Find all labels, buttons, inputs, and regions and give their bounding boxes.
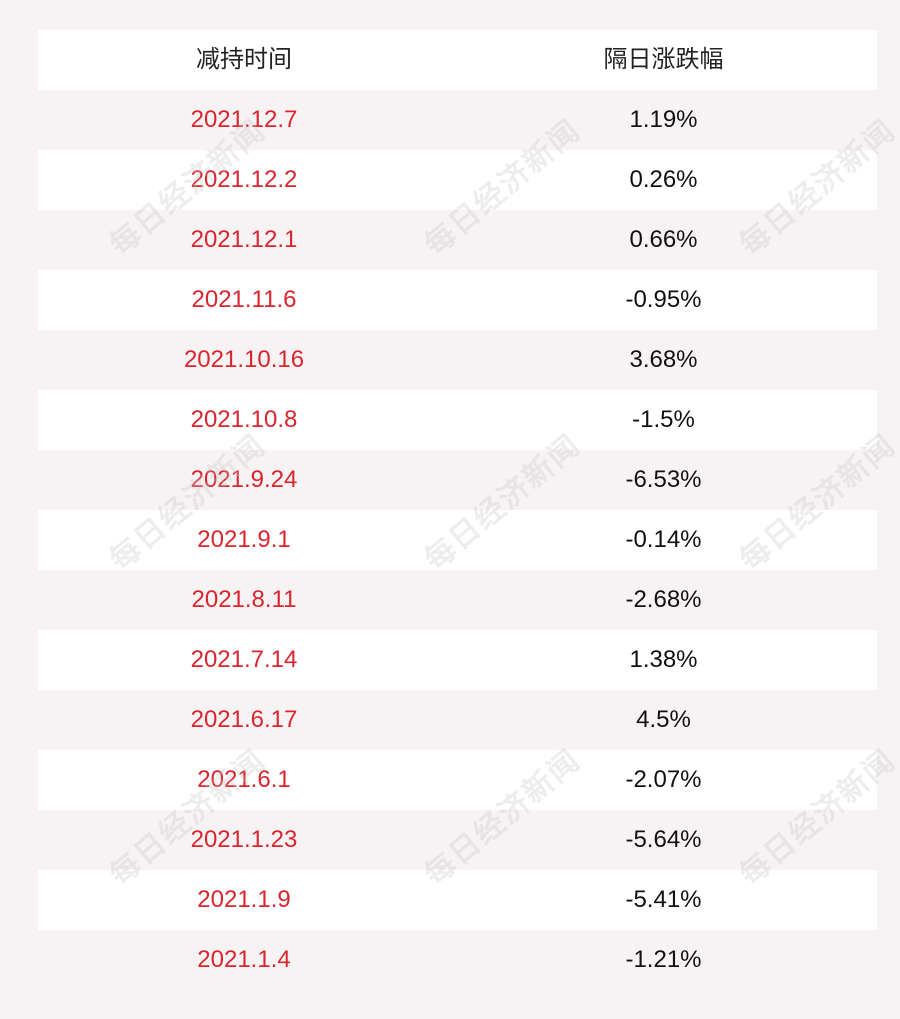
- row-change: 1.38%: [629, 646, 698, 673]
- row-date: 2021.12.2: [190, 166, 298, 193]
- row-date: 2021.6.17: [190, 706, 298, 733]
- row-date: 2021.9.24: [190, 466, 298, 493]
- row-change: -6.53%: [625, 466, 702, 493]
- row-change: -5.64%: [625, 826, 702, 853]
- row-date: 2021.1.4: [197, 946, 291, 973]
- row-change: 3.68%: [629, 346, 698, 373]
- row-date: 2021.6.1: [197, 766, 291, 793]
- row-date: 2021.1.23: [190, 826, 298, 853]
- table-row: 2021.9.1 -0.14%: [38, 510, 877, 570]
- row-date: 2021.12.7: [190, 106, 298, 133]
- table-row: 2021.6.17 4.5%: [38, 690, 877, 750]
- table-row: 2021.11.6 -0.95%: [38, 270, 877, 330]
- row-change: 0.26%: [629, 166, 698, 193]
- row-date: 2021.11.6: [191, 286, 297, 313]
- row-date: 2021.9.1: [197, 526, 291, 553]
- table-row: 2021.6.1 -2.07%: [38, 750, 877, 810]
- row-change: -1.5%: [632, 406, 695, 433]
- row-change: -2.07%: [625, 766, 702, 793]
- table-row: 2021.9.24 -6.53%: [38, 450, 877, 510]
- row-date: 2021.1.9: [197, 886, 291, 913]
- row-date: 2021.10.8: [190, 406, 298, 433]
- header-reduction-time: 减持时间: [196, 46, 292, 73]
- row-change: -0.14%: [625, 526, 702, 553]
- row-date: 2021.10.16: [183, 346, 305, 373]
- row-date: 2021.12.1: [190, 226, 298, 253]
- table-row: 2021.1.4 -1.21%: [38, 930, 877, 990]
- row-date: 2021.8.11: [191, 586, 297, 613]
- row-change: 1.19%: [629, 106, 698, 133]
- row-change: -5.41%: [625, 886, 702, 913]
- table-row: 2021.1.23 -5.64%: [38, 810, 877, 870]
- row-change: -2.68%: [625, 586, 702, 613]
- reduction-table: 减持时间 隔日涨跌幅 2021.12.7 1.19% 2021.12.2 0.2…: [38, 30, 877, 990]
- row-date: 2021.7.14: [190, 646, 298, 673]
- table-row: 2021.10.16 3.68%: [38, 330, 877, 390]
- row-change: -1.21%: [625, 946, 702, 973]
- table-row: 2021.1.9 -5.41%: [38, 870, 877, 930]
- table-row: 2021.7.14 1.38%: [38, 630, 877, 690]
- table-row: 2021.12.1 0.66%: [38, 210, 877, 270]
- row-change: 0.66%: [629, 226, 698, 253]
- header-next-day-change: 隔日涨跌幅: [603, 46, 724, 73]
- table-header-row: 减持时间 隔日涨跌幅: [38, 30, 877, 90]
- table-row: 2021.12.2 0.26%: [38, 150, 877, 210]
- table-row: 2021.8.11 -2.68%: [38, 570, 877, 630]
- row-change: -0.95%: [625, 286, 702, 313]
- table-row: 2021.12.7 1.19%: [38, 90, 877, 150]
- row-change: 4.5%: [636, 706, 691, 733]
- table-row: 2021.10.8 -1.5%: [38, 390, 877, 450]
